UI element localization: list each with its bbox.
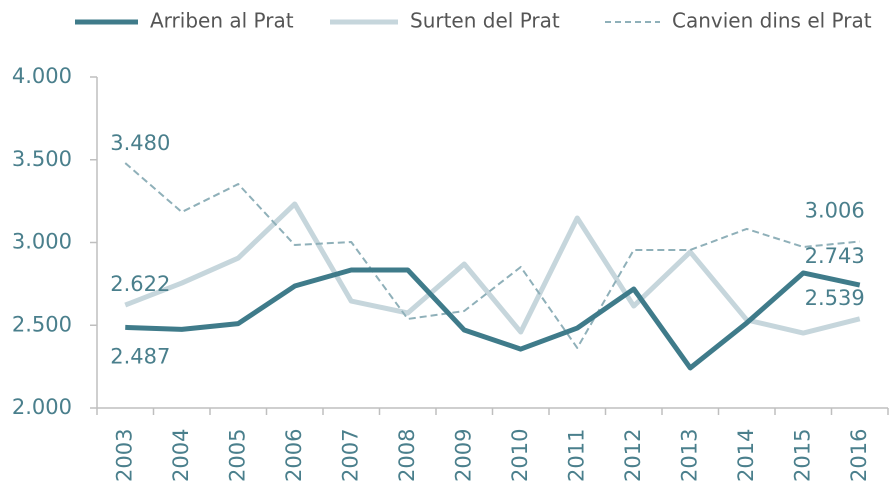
x-tick-label: 2005	[225, 429, 249, 482]
x-tick-label: 2010	[508, 429, 532, 482]
x-tick-label: 2007	[338, 429, 362, 482]
y-tick-label: 2.500	[12, 312, 72, 336]
y-tick-label: 2.000	[12, 395, 72, 419]
x-tick-label: 2011	[564, 429, 588, 482]
x-tick-label: 2012	[621, 429, 645, 482]
data-label: 2.487	[110, 344, 170, 368]
y-tick-label: 4.000	[12, 64, 72, 88]
x-tick-label: 2004	[169, 429, 193, 482]
data-label: 2.743	[805, 244, 865, 268]
y-tick-label: 3.500	[12, 147, 72, 171]
data-label: 2.622	[110, 272, 170, 296]
x-tick-label: 2009	[451, 429, 475, 482]
x-tick-label: 2015	[790, 429, 814, 482]
legend-label: Surten del Prat	[410, 9, 560, 33]
x-tick-label: 2014	[734, 429, 758, 482]
legend-label: Arriben al Prat	[150, 9, 294, 33]
x-tick-label: 2003	[112, 429, 136, 482]
x-tick-label: 2006	[282, 429, 306, 482]
series-line	[124, 162, 860, 349]
legend-label: Canvien dins el Prat	[672, 9, 872, 33]
data-label: 3.480	[110, 131, 170, 155]
data-label: 3.006	[805, 199, 865, 223]
x-tick-label: 2008	[395, 429, 419, 482]
series-line	[124, 201, 861, 336]
x-tick-label: 2013	[677, 429, 701, 482]
x-tick-label: 2016	[847, 429, 871, 482]
data-label: 2.539	[805, 286, 865, 310]
y-tick-label: 3.000	[12, 230, 72, 254]
series-line	[125, 267, 861, 371]
